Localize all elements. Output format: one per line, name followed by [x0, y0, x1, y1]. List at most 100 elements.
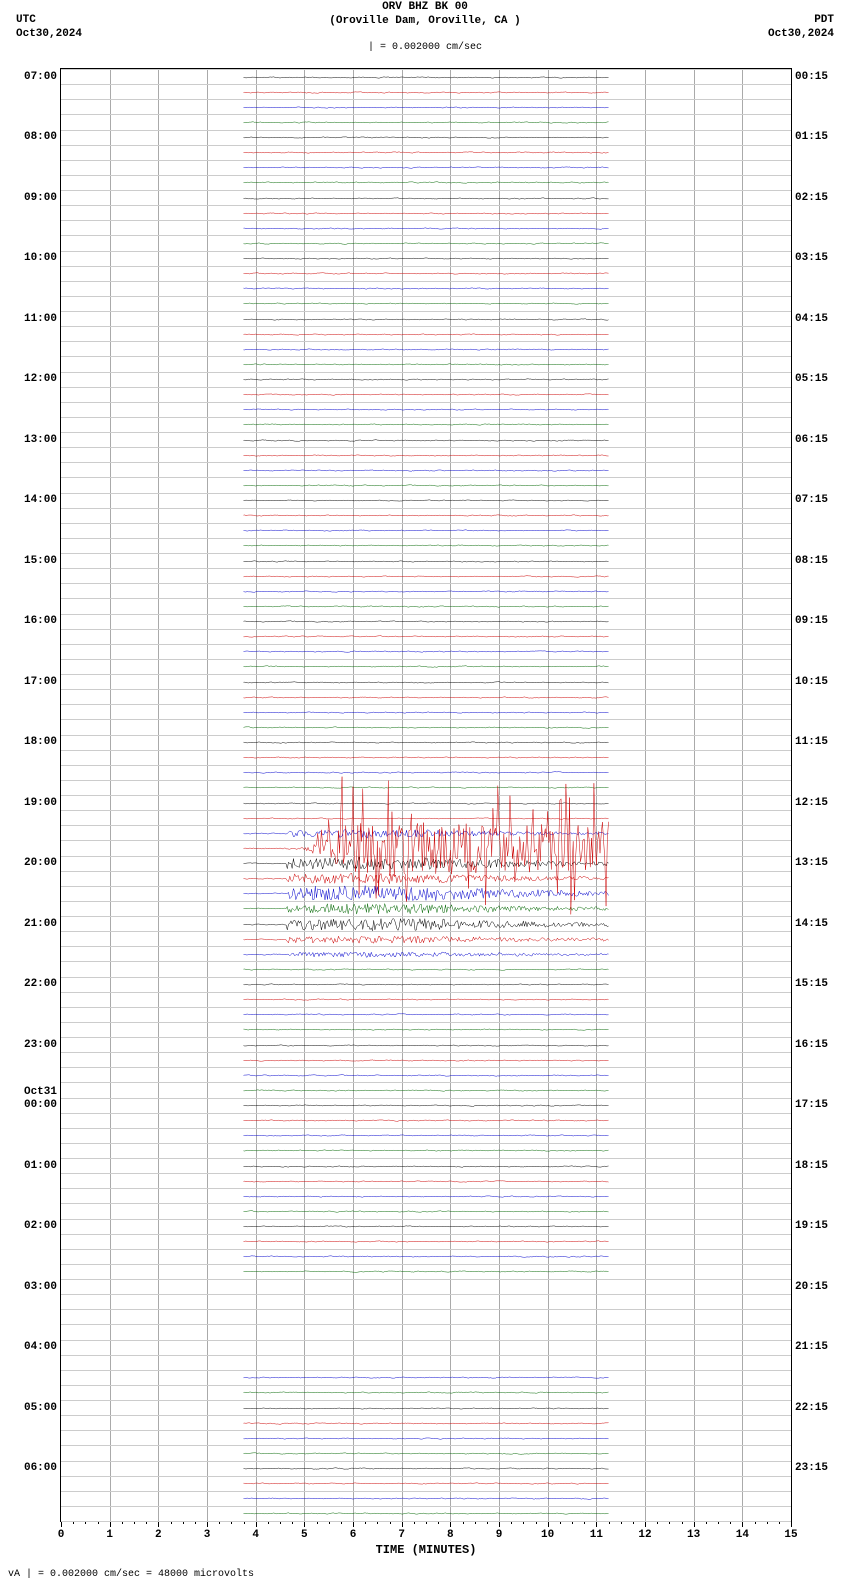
- gridline-horizontal: [61, 689, 791, 690]
- seismic-trace: [61, 818, 791, 819]
- seismic-trace: [61, 1120, 791, 1121]
- seismic-trace: [61, 969, 791, 970]
- gridline-horizontal: [61, 946, 791, 947]
- left-time-label: 04:00: [24, 1341, 57, 1353]
- seismic-trace: [61, 1241, 791, 1242]
- gridline-horizontal: [61, 1355, 791, 1356]
- gridline-horizontal: [61, 674, 791, 675]
- right-time-label: 00:15: [795, 71, 828, 83]
- seismic-trace: [61, 1045, 791, 1046]
- gridline-horizontal: [61, 598, 791, 599]
- seismic-trace: [61, 530, 791, 531]
- gridline-horizontal: [61, 432, 791, 433]
- gridline-horizontal: [61, 1294, 791, 1295]
- right-time-label: 13:15: [795, 857, 828, 869]
- xaxis-label: 2: [155, 1529, 162, 1541]
- gridline-horizontal: [61, 160, 791, 161]
- seismic-trace: [61, 561, 791, 562]
- gridline-horizontal: [61, 1082, 791, 1083]
- gridline-horizontal: [61, 1370, 791, 1371]
- gridline-horizontal: [61, 1309, 791, 1310]
- left-time-label: 07:00: [24, 71, 57, 83]
- gridline-horizontal: [61, 1128, 791, 1129]
- seismic-trace: [61, 167, 791, 168]
- gridline-horizontal: [61, 1264, 791, 1265]
- date-change-label: Oct31: [24, 1086, 57, 1098]
- xaxis-label: 7: [398, 1529, 405, 1541]
- seismic-trace: [61, 319, 791, 320]
- gridline-horizontal: [61, 205, 791, 206]
- seismic-trace: [61, 682, 791, 683]
- gridline-horizontal: [61, 1249, 791, 1250]
- gridline-horizontal: [61, 1173, 791, 1174]
- right-time-label: 18:15: [795, 1160, 828, 1172]
- gridline-horizontal: [61, 977, 791, 978]
- gridline-horizontal: [61, 553, 791, 554]
- footer-note: vA | = 0.002000 cm/sec = 48000 microvolt…: [8, 1569, 254, 1580]
- gridline-horizontal: [61, 1491, 791, 1492]
- left-time-label: 00:00: [24, 1099, 57, 1111]
- seismic-trace: [61, 1135, 791, 1136]
- seismic-trace: [61, 1513, 791, 1514]
- gridline-horizontal: [61, 372, 791, 373]
- gridline-horizontal: [61, 1400, 791, 1401]
- seismic-trace: [61, 908, 791, 909]
- seismic-trace: [61, 1196, 791, 1197]
- right-time-label: 08:15: [795, 555, 828, 567]
- right-time-label: 19:15: [795, 1220, 828, 1232]
- gridline-horizontal: [61, 1158, 791, 1159]
- seismic-trace: [61, 954, 791, 955]
- gridline-horizontal: [61, 235, 791, 236]
- gridline-horizontal: [61, 387, 791, 388]
- gridline-horizontal: [61, 311, 791, 312]
- xaxis-label: 3: [204, 1529, 211, 1541]
- seismic-trace: [61, 772, 791, 773]
- gridline-horizontal: [61, 916, 791, 917]
- right-time-label: 03:15: [795, 252, 828, 264]
- gridline-horizontal: [61, 326, 791, 327]
- left-time-label: 13:00: [24, 434, 57, 446]
- left-time-label: 05:00: [24, 1402, 57, 1414]
- gridline-horizontal: [61, 251, 791, 252]
- gridline-horizontal: [61, 583, 791, 584]
- seismic-trace: [61, 1181, 791, 1182]
- gridline-horizontal: [61, 825, 791, 826]
- gridline-horizontal: [61, 1385, 791, 1386]
- gridline-horizontal: [61, 1052, 791, 1053]
- seismic-trace: [61, 1075, 791, 1076]
- seismic-trace: [61, 621, 791, 622]
- left-time-label: 01:00: [24, 1160, 57, 1172]
- seismic-trace: [61, 303, 791, 304]
- gridline-horizontal: [61, 735, 791, 736]
- left-time-label: 18:00: [24, 736, 57, 748]
- seismic-trace: [61, 440, 791, 441]
- seismic-trace: [61, 712, 791, 713]
- right-time-label: 16:15: [795, 1039, 828, 1051]
- seismic-trace: [61, 243, 791, 244]
- gridline-horizontal: [61, 1476, 791, 1477]
- seismic-trace: [61, 1211, 791, 1212]
- gridline-horizontal: [61, 1430, 791, 1431]
- seismic-trace: [61, 1392, 791, 1393]
- right-time-label: 15:15: [795, 978, 828, 990]
- seismic-trace: [61, 1377, 791, 1378]
- gridline-horizontal: [61, 644, 791, 645]
- seismic-trace: [61, 288, 791, 289]
- xaxis-label: 8: [447, 1529, 454, 1541]
- gridline-horizontal: [61, 750, 791, 751]
- gridline-horizontal: [61, 1219, 791, 1220]
- station-subtitle: (Oroville Dam, Oroville, CA ): [0, 14, 850, 28]
- xaxis-title: TIME (MINUTES): [376, 1543, 477, 1557]
- right-timezone: PDT: [814, 14, 834, 26]
- seismic-trace: [61, 152, 791, 153]
- left-timezone: UTC: [16, 14, 36, 26]
- seismic-trace: [61, 636, 791, 637]
- right-time-label: 07:15: [795, 494, 828, 506]
- seismic-trace: [61, 666, 791, 667]
- gridline-horizontal: [61, 1113, 791, 1114]
- left-time-label: 22:00: [24, 978, 57, 990]
- gridline-horizontal: [61, 568, 791, 569]
- gridline-horizontal: [61, 765, 791, 766]
- xaxis-label: 11: [590, 1529, 603, 1541]
- xaxis-tick: [791, 1521, 792, 1527]
